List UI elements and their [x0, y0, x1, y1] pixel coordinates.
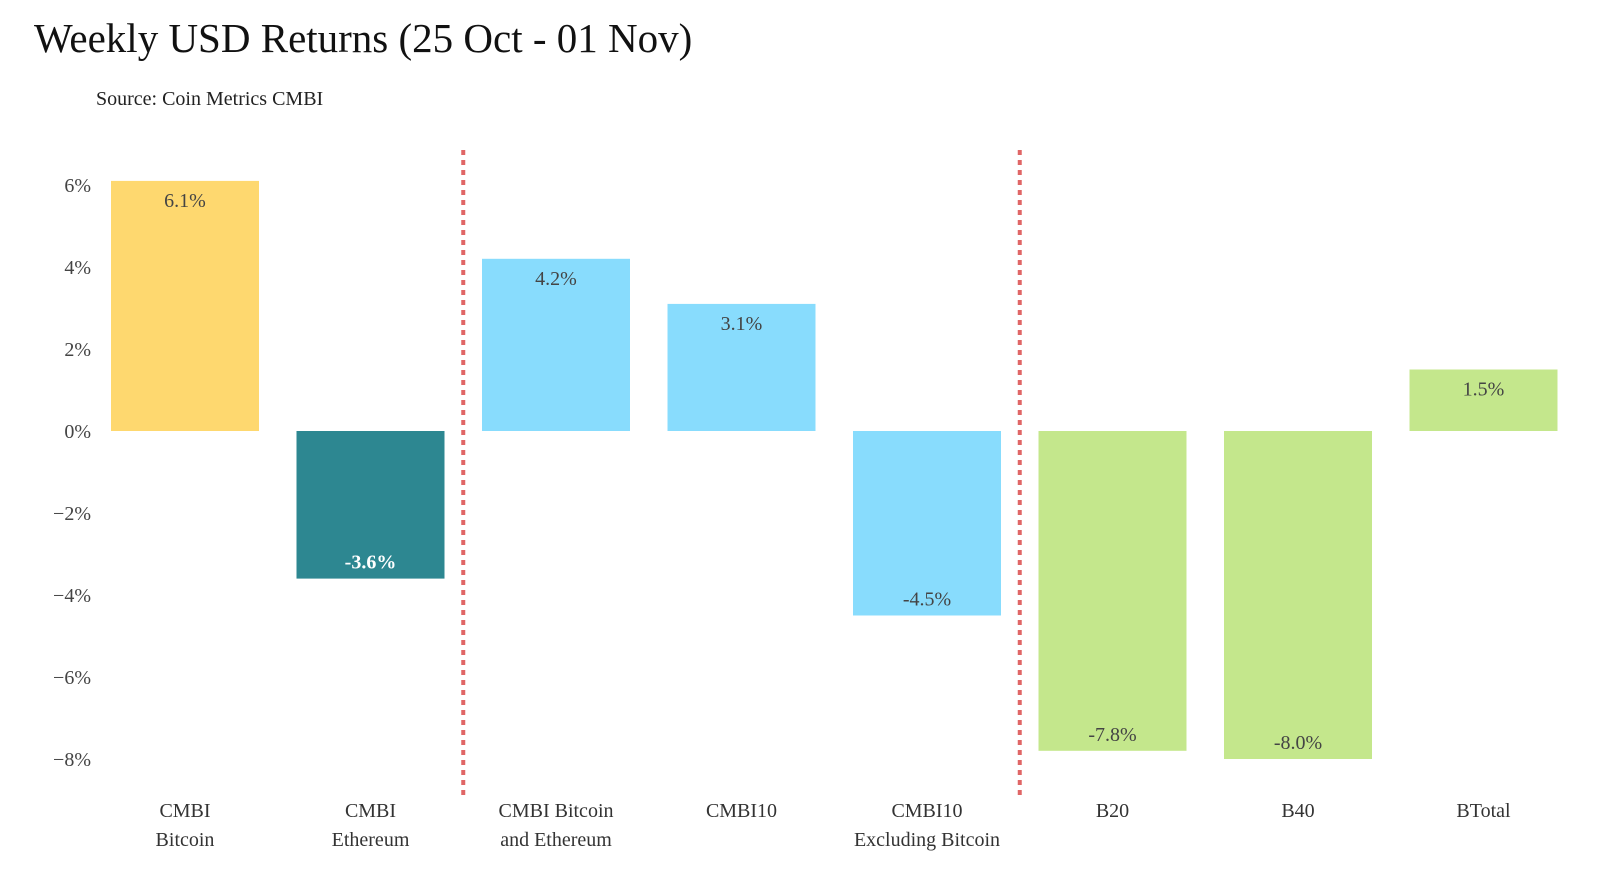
x-tick-label: B40 — [1281, 800, 1314, 822]
data-label: 1.5% — [1463, 379, 1505, 401]
x-tick-label: CMBI — [345, 800, 396, 822]
bar — [111, 180, 259, 431]
x-tick-label: BTotal — [1456, 800, 1511, 822]
bar — [296, 431, 445, 579]
x-tick-label: CMBI10 — [891, 800, 962, 822]
x-tick-label: B20 — [1096, 800, 1129, 822]
bar — [667, 303, 816, 431]
bar — [853, 431, 1001, 616]
x-tick-label: Bitcoin — [156, 829, 215, 851]
x-tick-label: CMBI Bitcoin — [498, 800, 613, 822]
y-tick-label: 2% — [64, 339, 91, 361]
y-tick-label: −2% — [53, 503, 91, 525]
y-tick-label: −8% — [53, 749, 91, 771]
y-tick-label: 4% — [64, 257, 91, 279]
y-tick-label: −4% — [53, 585, 91, 607]
chart-subtitle: Source: Coin Metrics CMBI — [96, 88, 324, 110]
x-tick-label: and Ethereum — [500, 829, 612, 851]
data-label: 6.1% — [164, 190, 206, 212]
bar — [482, 258, 630, 431]
data-label: -7.8% — [1088, 724, 1136, 746]
data-label: 4.2% — [535, 268, 577, 290]
data-label: 3.1% — [721, 313, 763, 335]
bar — [1038, 431, 1187, 751]
y-tick-label: 0% — [64, 421, 91, 443]
bar — [1409, 369, 1558, 431]
x-tick-label: Excluding Bitcoin — [854, 829, 1000, 851]
x-tick-label: CMBI — [159, 800, 210, 822]
data-label: -8.0% — [1274, 732, 1322, 754]
data-label: -3.6% — [345, 552, 397, 574]
y-tick-label: 6% — [64, 175, 91, 197]
chart-title: Weekly USD Returns (25 Oct - 01 Nov) — [34, 15, 693, 61]
x-tick-label: Ethereum — [332, 829, 410, 851]
data-label: -4.5% — [903, 589, 951, 611]
y-tick-label: −6% — [53, 667, 91, 689]
bar — [1224, 431, 1372, 759]
x-tick-label: CMBI10 — [706, 800, 777, 822]
